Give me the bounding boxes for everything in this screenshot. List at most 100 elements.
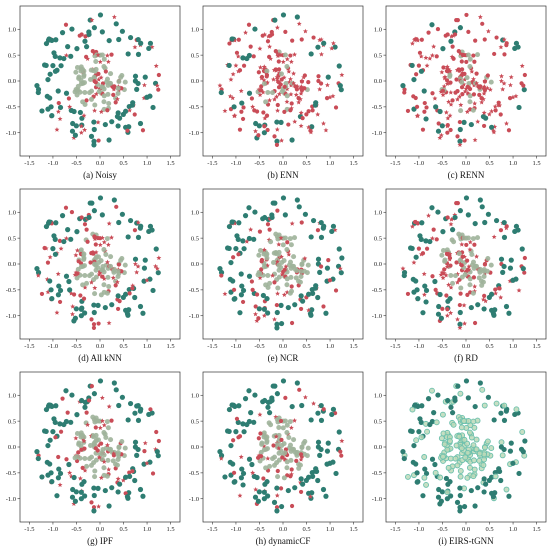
noise-star-point (253, 486, 259, 492)
outer-point (115, 489, 121, 495)
corrected-point (433, 419, 440, 426)
noise-star-point (284, 56, 290, 62)
noise-point (430, 91, 435, 96)
outer-point (35, 269, 42, 276)
outer-point (336, 63, 342, 69)
noise-point (63, 22, 69, 27)
scatter-plot: -1.5 -1.0 -0.5 0.0 0.5 1.0 1.51.00.50.0-0.5-1.… (372, 188, 547, 350)
outer-point (123, 124, 129, 130)
inner-point (467, 99, 473, 105)
x-tick-label: -1.5 (207, 160, 217, 167)
outer-point (425, 396, 432, 402)
noise-star-point (244, 238, 250, 244)
x-tick-label: 0.0 (279, 343, 287, 350)
noise-point (91, 505, 97, 510)
noise-point (417, 50, 423, 55)
noise-point (405, 108, 411, 114)
noise-star-point (440, 275, 446, 281)
noise-point (156, 72, 161, 78)
noise-star-point (500, 86, 506, 92)
noise-star-point (82, 284, 88, 290)
noise-star-point (85, 56, 91, 61)
noise-star-point (70, 311, 75, 317)
outer-point (240, 421, 246, 427)
noise-point (283, 29, 288, 34)
outer-point (495, 468, 501, 474)
outer-point (67, 287, 73, 293)
inner-point (87, 456, 93, 462)
scatter-panel: -1.5 -1.0 -0.5 0.0 0.5 1.0 1.5 1.0 0.5 0.0 -0.5 -1.… (0, 183, 183, 366)
noise-point (116, 262, 122, 267)
outer-point (68, 236, 74, 242)
noise-point (285, 240, 290, 245)
y-tick-label: 1.0 (191, 392, 199, 399)
inner-point (448, 273, 454, 279)
outer-point (117, 115, 123, 121)
noise-star-point (306, 124, 312, 130)
outer-point (306, 490, 312, 496)
x-tick-label: -1.5 (390, 526, 400, 533)
inner-point (477, 268, 483, 274)
noise-star-point (92, 108, 98, 113)
noise-star-point (67, 470, 73, 475)
inner-point (265, 273, 271, 279)
noise-star-point (474, 80, 480, 86)
outer-point (218, 452, 225, 459)
corrected-point (492, 473, 499, 480)
outer-point (228, 259, 234, 266)
outer-point (416, 429, 422, 435)
inner-point (299, 445, 305, 451)
noise-point (93, 446, 98, 451)
inner-point (74, 88, 80, 94)
noise-star-point (475, 119, 481, 124)
noise-point (111, 92, 116, 97)
outer-point (419, 403, 425, 409)
noise-point (88, 260, 93, 265)
outer-point (329, 411, 335, 418)
noise-point (471, 92, 477, 97)
outer-point (327, 460, 333, 466)
inner-point (88, 462, 94, 468)
noise-star-point (286, 251, 292, 257)
outer-point (506, 493, 512, 499)
outer-point (409, 245, 415, 252)
inner-point (467, 93, 473, 99)
noise-point (448, 263, 453, 268)
noise-star-point (296, 21, 302, 26)
inner-point (480, 279, 486, 285)
noise-point (269, 32, 275, 37)
noise-star-point (96, 442, 102, 448)
outer-point (472, 503, 478, 509)
outer-point (238, 475, 244, 481)
noise-point (298, 86, 304, 91)
inner-point (268, 239, 274, 245)
noise-point (76, 450, 81, 455)
outer-point (264, 479, 270, 485)
noise-point (440, 306, 445, 311)
outer-point (422, 283, 428, 289)
outer-point (513, 40, 520, 46)
noise-star-point (82, 127, 88, 133)
noise-point (494, 35, 499, 40)
inner-point (101, 282, 107, 288)
outer-point (274, 325, 280, 331)
inner-point (442, 258, 448, 264)
noise-star-point (438, 272, 444, 277)
noise-star-point (96, 454, 102, 460)
noise-point (278, 418, 284, 424)
noise-star-point (141, 82, 147, 88)
outer-point (294, 380, 300, 386)
outer-point (309, 307, 315, 313)
noise-star-point (265, 455, 271, 461)
outer-point (498, 410, 504, 416)
noise-point (148, 407, 153, 412)
noise-star-point (464, 109, 470, 114)
y-tick-label: -1.0 (6, 313, 16, 320)
inner-point (93, 457, 99, 463)
noise-point (455, 201, 460, 206)
x-tick-label: -1.5 (207, 343, 217, 350)
outer-point (325, 440, 331, 446)
noise-point (265, 127, 270, 133)
noise-star-point (110, 275, 116, 280)
inner-point (101, 99, 107, 105)
